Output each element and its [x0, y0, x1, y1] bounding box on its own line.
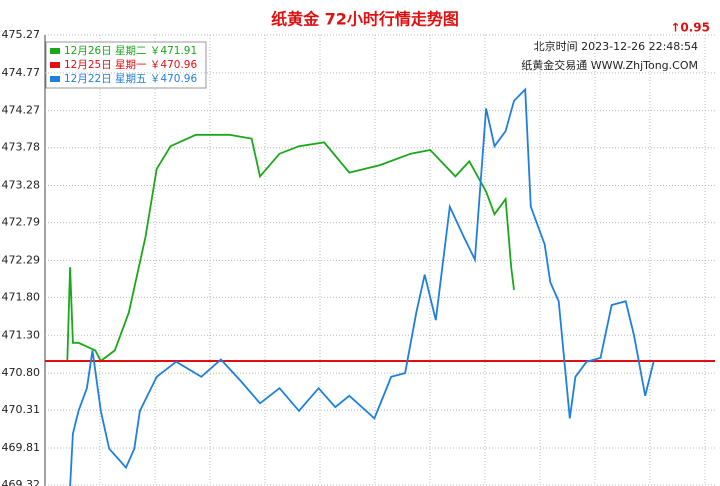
source-text: 纸黄金交易通 WWW.ZhjTong.COM [521, 58, 698, 72]
y-tick-label: 469.81 [2, 441, 41, 454]
legend-label: 12月26日 星期二 ￥471.91 [64, 45, 197, 57]
y-tick-label: 470.80 [2, 366, 41, 379]
y-tick-label: 473.28 [2, 179, 41, 192]
series-line [45, 133, 515, 363]
change: ↑0.95 [670, 21, 710, 35]
y-tick-label: 473.78 [2, 141, 41, 154]
y-tick-label: 470.31 [2, 403, 41, 416]
time-text: 北京时间 2023-12-26 22:48:54 [534, 39, 698, 53]
y-tick-label: 472.29 [2, 253, 41, 266]
y-tick-label: 474.27 [2, 104, 41, 117]
y-tick-label: 472.79 [2, 216, 41, 229]
y-tick-label: 469.32 [2, 478, 41, 486]
legend-label: 12月25日 星期一 ￥470.96 [64, 59, 197, 71]
y-tick-label: 471.80 [2, 290, 41, 303]
legend-swatch [50, 76, 60, 82]
legend [45, 41, 207, 89]
series-line [69, 87, 655, 486]
legend-label: 12月22日 星期五 ￥470.96 [64, 73, 197, 85]
y-tick-label: 471.30 [2, 328, 41, 341]
legend-swatch [50, 62, 60, 68]
legend-swatch [50, 48, 60, 54]
y-tick-label: 475.27 [2, 28, 41, 41]
y-tick-label: 474.77 [2, 66, 41, 79]
chart-title: 纸黄金 72小时行情走势图 [271, 10, 459, 29]
